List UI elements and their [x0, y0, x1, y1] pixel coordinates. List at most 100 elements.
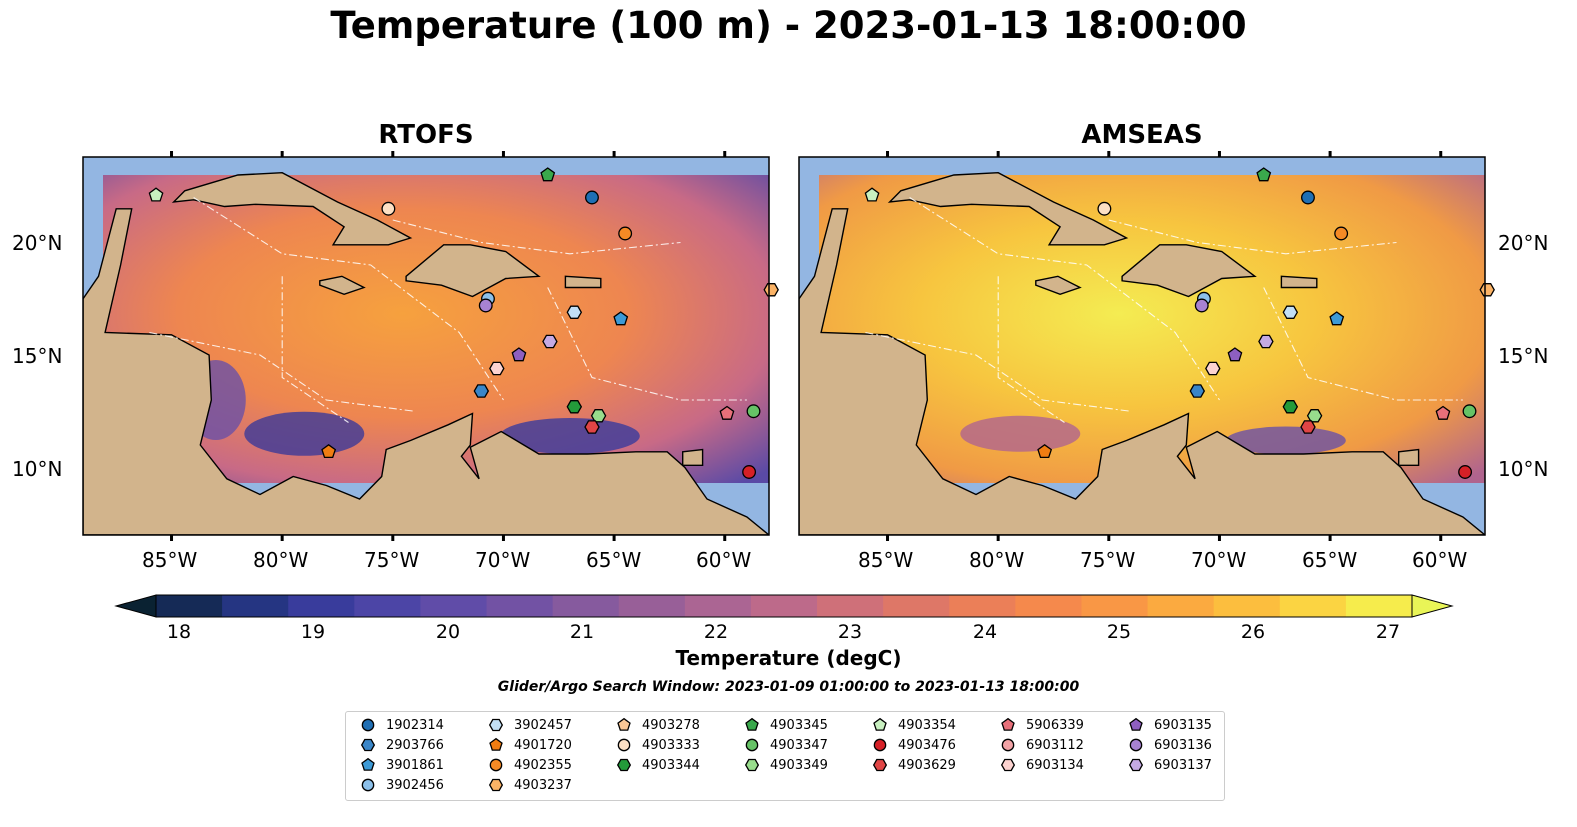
circle-marker-icon[interactable] — [361, 778, 375, 792]
platform-marker-4903354[interactable] — [148, 187, 164, 202]
platform-marker-4902355[interactable] — [618, 226, 633, 241]
platform-marker-3901861[interactable] — [1329, 311, 1345, 326]
figure-title: Temperature (100 m) - 2023-01-13 18:00:0… — [330, 4, 1247, 47]
platform-marker-6903135[interactable] — [511, 347, 527, 362]
circle-marker-icon[interactable] — [873, 738, 887, 752]
colorbar-title: Temperature (degC) — [675, 646, 902, 670]
platform-marker-4903347[interactable] — [1462, 404, 1477, 419]
legend-label: 4901720 — [514, 737, 572, 753]
legend-label: 6903112 — [1026, 737, 1084, 753]
land-mass — [319, 275, 366, 296]
legend-label: 4903354 — [898, 717, 956, 733]
hexagon-marker-icon[interactable] — [360, 738, 376, 752]
legend-label: 4903333 — [642, 737, 700, 753]
platform-marker-4903347[interactable] — [746, 404, 761, 419]
platform-marker-4903345[interactable] — [540, 167, 556, 182]
hexagon-marker-icon[interactable] — [488, 778, 504, 792]
circle-marker-icon[interactable] — [489, 758, 503, 772]
legend-item-6903136: 6903136 — [1128, 737, 1212, 753]
platform-marker-6903137[interactable] — [542, 334, 558, 349]
platform-marker-5906339[interactable] — [719, 405, 735, 420]
legend-item-3901861: 3901861 — [360, 757, 444, 773]
platform-marker-4903345[interactable] — [1256, 167, 1272, 182]
platform-marker-4901720[interactable] — [321, 443, 337, 459]
lat-tick-label: 20°N — [1498, 231, 1549, 255]
platform-marker-4903333[interactable] — [1097, 201, 1112, 216]
platform-marker-4901720[interactable] — [1037, 443, 1053, 459]
platform-marker-5906339[interactable] — [1435, 405, 1451, 420]
platform-marker-4903349[interactable] — [590, 409, 607, 423]
land-mass — [799, 208, 1485, 535]
platform-marker-1902314[interactable] — [1301, 190, 1315, 205]
legend-label: 4902355 — [514, 757, 572, 773]
hexagon-marker-icon[interactable] — [1000, 758, 1016, 772]
platform-marker-3902457[interactable] — [1282, 305, 1299, 319]
panel-title-amseas: AMSEAS — [1081, 120, 1203, 150]
platform-marker-4903629[interactable] — [584, 420, 600, 434]
land-mass — [171, 171, 413, 246]
circle-marker-icon[interactable] — [1001, 738, 1015, 752]
circle-marker-icon[interactable] — [1129, 738, 1143, 752]
platform-marker-4903349[interactable] — [1306, 409, 1323, 423]
legend-item-4903349: 4903349 — [744, 757, 828, 773]
pentagon-marker-icon[interactable] — [1129, 717, 1143, 731]
circle-marker-icon[interactable] — [617, 738, 631, 752]
pentagon-marker-icon[interactable] — [361, 757, 375, 771]
platform-marker-2903766[interactable] — [1189, 384, 1206, 398]
platform-marker-6903135[interactable] — [1227, 347, 1243, 362]
platform-marker-4903333[interactable] — [381, 201, 396, 216]
platform-marker-4903629[interactable] — [1300, 420, 1316, 434]
colorbar-segment — [1213, 595, 1281, 617]
legend-label: 5906339 — [1026, 717, 1084, 733]
circle-marker-icon[interactable] — [745, 738, 759, 752]
lon-tick-label: 80°W — [253, 548, 309, 572]
hexagon-marker-icon[interactable] — [744, 758, 760, 772]
platform-marker-6903136[interactable] — [1194, 298, 1209, 313]
platform-marker-4903476[interactable] — [742, 465, 757, 479]
land-mass — [405, 244, 541, 298]
platform-marker-4903237[interactable] — [1479, 283, 1495, 297]
platform-marker-6903136[interactable] — [478, 298, 493, 313]
lon-tick-label: 70°W — [475, 548, 531, 572]
colorbar-segment — [222, 595, 289, 617]
land-mass — [564, 275, 602, 289]
platform-marker-4903344[interactable] — [1282, 400, 1299, 414]
platform-marker-6903134[interactable] — [489, 361, 505, 376]
pentagon-marker-icon[interactable] — [745, 717, 759, 731]
colorbar-tick-label: 24 — [972, 621, 998, 643]
legend-item-4903344: 4903344 — [616, 757, 700, 773]
platform-marker-1902314[interactable] — [585, 190, 599, 205]
pentagon-marker-icon[interactable] — [873, 717, 887, 731]
platform-marker-3901861[interactable] — [613, 311, 629, 326]
platform-marker-4903344[interactable] — [566, 400, 583, 414]
platform-marker-4902355[interactable] — [1334, 226, 1349, 241]
land-mass — [83, 208, 769, 535]
hexagon-marker-icon[interactable] — [872, 758, 888, 772]
land-mass — [887, 171, 1129, 246]
platform-marker-6903134[interactable] — [1205, 361, 1221, 376]
circle-marker-icon[interactable] — [361, 718, 375, 732]
hexagon-marker-icon[interactable] — [616, 758, 632, 772]
colorbar-tick-label: 18 — [166, 621, 192, 643]
map-panel-rtofs[interactable] — [82, 151, 779, 541]
pentagon-marker-icon[interactable] — [489, 737, 503, 751]
legend-label: 2903766 — [386, 737, 444, 753]
land-mass — [682, 448, 704, 466]
land-mass — [1280, 275, 1318, 289]
colorbar-tick-label: 26 — [1240, 621, 1266, 643]
legend-item-4901720: 4901720 — [488, 737, 572, 753]
platform-marker-4903354[interactable] — [864, 187, 880, 202]
hexagon-marker-icon[interactable] — [488, 718, 504, 732]
platform-marker-6903137[interactable] — [1258, 334, 1274, 349]
map-panel-amseas[interactable] — [798, 151, 1495, 541]
hexagon-marker-icon[interactable] — [1128, 758, 1144, 772]
platform-marker-2903766[interactable] — [473, 384, 490, 398]
pentagon-marker-icon[interactable] — [617, 717, 631, 731]
platform-marker-4903476[interactable] — [1458, 465, 1473, 479]
legend-item-4903347: 4903347 — [744, 737, 828, 753]
platform-marker-3902457[interactable] — [566, 305, 583, 319]
platform-marker-4903237[interactable] — [763, 283, 779, 297]
pentagon-marker-icon[interactable] — [1001, 717, 1015, 731]
colorbar-segment — [354, 595, 421, 617]
lon-tick-label: 65°W — [586, 548, 642, 572]
